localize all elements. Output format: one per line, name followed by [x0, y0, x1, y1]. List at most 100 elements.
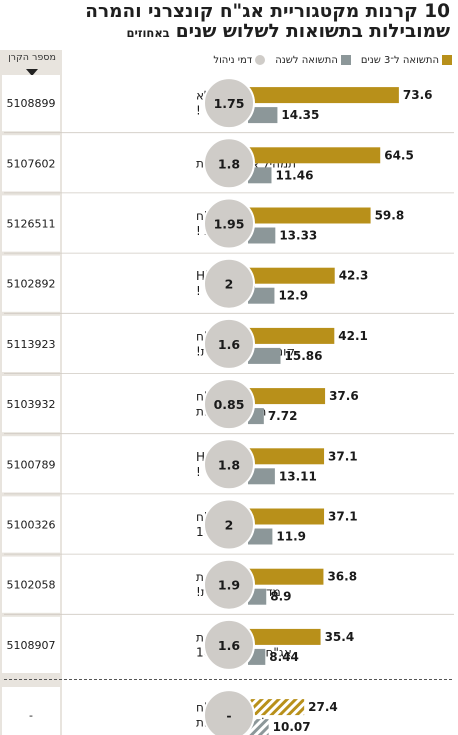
bar-three-year	[248, 508, 325, 525]
fee-label: 1.8	[218, 156, 240, 171]
legend-fee-label: דמי ניהול	[213, 54, 253, 66]
fee-circle	[203, 378, 255, 431]
fund-id-label: 5126511	[7, 218, 56, 231]
fund-id-cell	[2, 315, 60, 372]
bar-one-year-label: 12.9	[278, 289, 308, 303]
fund-id-cell	[2, 255, 60, 312]
fee-label: 1.9	[218, 578, 240, 593]
title-line-2-text: שמובילות בתשואות לשלוש שנים	[175, 21, 450, 42]
fee-circle	[203, 137, 255, 190]
bar-three-year-label: 37.1	[328, 449, 358, 463]
chart-title: 10 קרנות מקטגוריית אג"ח קונצרני והמרה שמ…	[4, 2, 450, 43]
title-line-1: 10 קרנות מקטגוריית אג"ח קונצרני והמרה	[85, 1, 450, 22]
fund-id-label: 5107602	[7, 157, 56, 170]
fee-circle	[203, 558, 255, 611]
fee-label: 1.6	[218, 337, 240, 352]
bar-one-year	[248, 468, 275, 485]
fund-id-cell	[2, 75, 60, 132]
legend-fee-swatch	[255, 55, 266, 65]
sort-down-icon	[26, 69, 38, 76]
fund-id-header: מספר הקרן	[2, 52, 62, 82]
fee-circle	[203, 257, 255, 310]
legend-one-year-label: התשואה לשנה	[275, 54, 338, 66]
bar-three-year-label: 37.6	[329, 389, 359, 403]
bar-three-year-label: 59.8	[375, 209, 405, 223]
fee-label: 2	[225, 518, 234, 533]
legend-three-year: התשואה ל־3 שנים	[361, 55, 452, 66]
legend: התשואה ל־3 שנים התשואה לשנה דמי ניהול	[186, 52, 452, 68]
fund-id-label: 5103932	[7, 398, 56, 411]
fund-id-label: 5102058	[7, 579, 56, 592]
bar-three-year-label: 64.5	[384, 148, 414, 162]
fee-label: 2	[225, 277, 234, 292]
fund-id-label: 5113923	[7, 338, 56, 351]
fee-label: 1.8	[218, 457, 240, 472]
legend-fee: דמי ניהול	[213, 54, 266, 66]
bar-three-year	[248, 327, 335, 344]
bar-one-year	[248, 287, 275, 304]
bar-one-year	[248, 528, 273, 545]
legend-one-year: התשואה לשנה	[275, 55, 351, 66]
fee-circle	[203, 498, 255, 551]
bar-one-year-label: 11.46	[275, 168, 313, 182]
fee-circle	[203, 689, 255, 735]
bar-one-year-label: 11.9	[276, 530, 306, 544]
bar-one-year-label: 7.72	[268, 409, 298, 423]
fund-id-cell	[2, 616, 60, 673]
bar-one-year-label: 10.07	[273, 720, 311, 734]
title-line-2: שמובילות בתשואות לשלוש שנים באחוזים	[4, 22, 450, 43]
fee-label: 0.85	[214, 397, 245, 412]
fee-circle	[203, 317, 255, 370]
fund-id-cell	[2, 436, 60, 493]
bar-one-year	[248, 107, 278, 124]
chart-subtitle: באחוזים	[126, 26, 170, 40]
bar-three-year	[248, 699, 305, 716]
bar-one-year-label: 8.9	[270, 590, 291, 604]
fee-circle	[203, 77, 255, 130]
bar-three-year-label: 27.4	[308, 700, 338, 714]
bar-three-year-label: 42.1	[338, 329, 368, 343]
bar-three-year-label: 36.8	[327, 570, 357, 584]
bar-three-year	[248, 207, 371, 224]
legend-three-year-label: התשואה ל־3 שנים	[360, 54, 439, 66]
bar-three-year	[248, 87, 399, 104]
fund-id-header-label: מספר הקרן	[8, 52, 56, 63]
bar-three-year	[248, 448, 325, 465]
fee-label: 1.95	[214, 217, 245, 232]
fund-id-cell	[2, 135, 60, 192]
bar-one-year-label: 14.35	[281, 108, 319, 122]
bar-one-year-label: 15.86	[285, 349, 323, 363]
bar-one-year-label: 13.33	[279, 229, 317, 243]
fund-id-label: 5102892	[7, 278, 56, 291]
fee-circle	[203, 438, 255, 491]
fee-label: -	[226, 708, 231, 723]
fund-id-label: -	[29, 709, 33, 722]
fund-id-cell	[2, 496, 60, 553]
bar-one-year	[248, 167, 272, 184]
bar-three-year	[248, 568, 324, 585]
bar-three-year-label: 37.1	[328, 510, 358, 524]
fund-id-cell	[2, 195, 60, 252]
fund-id-label: 5108907	[7, 639, 56, 652]
bar-three-year-label: 73.6	[403, 88, 433, 102]
bar-three-year-label: 42.3	[339, 269, 369, 283]
legend-one-year-swatch	[340, 55, 351, 65]
bar-one-year	[248, 347, 281, 364]
fee-label: 1.6	[218, 638, 240, 653]
bar-three-year	[248, 147, 381, 164]
bar-three-year	[248, 388, 326, 405]
bar-one-year-label: 8.44	[269, 650, 299, 664]
bar-three-year	[248, 628, 321, 645]
fee-circle	[203, 618, 255, 671]
fund-id-cell	[2, 376, 60, 433]
fund-id-label: 5108899	[7, 97, 56, 110]
fund-id-cell	[2, 556, 60, 613]
fee-label: 1.75	[214, 96, 245, 111]
fund-id-cell	[2, 687, 60, 735]
fund-id-label: 5100326	[7, 519, 56, 532]
bar-one-year-label: 13.11	[279, 469, 317, 483]
bar-three-year-label: 35.4	[325, 630, 355, 644]
bar-one-year	[248, 227, 276, 244]
fund-id-label: 5100789	[7, 458, 56, 471]
